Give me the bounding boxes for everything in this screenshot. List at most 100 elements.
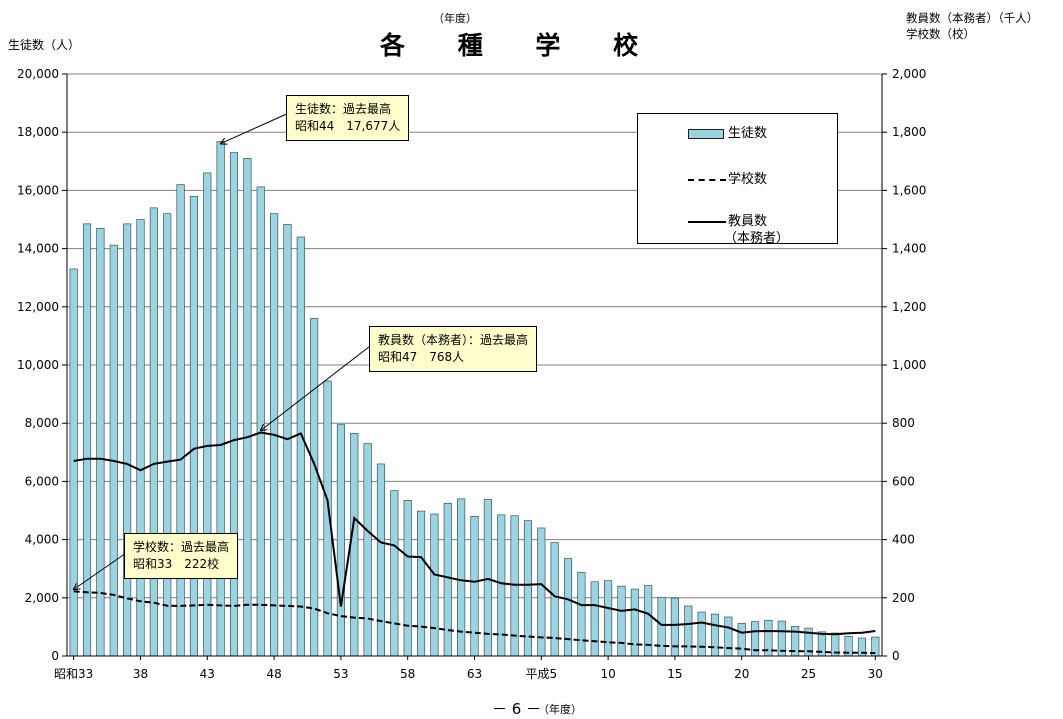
student-bar <box>604 580 613 657</box>
legend-item-schools: 学校数 <box>688 168 767 187</box>
student-bar <box>310 318 319 657</box>
left-tick-label: 4,000 <box>25 533 59 547</box>
x-tick-label: 25 <box>801 667 816 681</box>
legend-item-teachers: 教員数 <box>688 210 767 229</box>
x-tick-label: 平成5 <box>525 667 557 681</box>
leader-teachers <box>261 342 375 431</box>
callout-students-peak: 生徒数：過去最高 昭和44 17,677人 <box>286 95 410 141</box>
student-bar <box>96 227 105 657</box>
left-axis-label: 生徒数（人） <box>8 38 81 52</box>
student-bar <box>256 186 265 657</box>
student-bar <box>563 558 573 657</box>
x-tick-label: 38 <box>133 667 148 681</box>
right-tick-label: 1,800 <box>892 125 926 139</box>
right-tick-label: 1,400 <box>892 242 926 256</box>
student-bar <box>203 172 212 657</box>
legend-item-students: 生徒数 <box>688 122 767 141</box>
callout-teachers-line2: 昭和47 768人 <box>378 350 465 364</box>
callout-teachers-line1: 教員数（本務者）：過去最高 <box>378 333 529 347</box>
right-axis-label-1: 教員数（本務者）（千人） <box>906 11 1039 25</box>
right-tick-label: 600 <box>892 474 915 488</box>
callout-students-line1: 生徒数：過去最高 <box>295 102 392 116</box>
student-bar <box>590 581 599 657</box>
student-bar <box>483 499 492 657</box>
x-tick-label: 58 <box>400 667 415 681</box>
student-bar <box>577 571 586 657</box>
callout-teachers-peak: 教員数（本務者）：過去最高 昭和47 768人 <box>369 326 538 372</box>
chart-title: 各 種 学 校 <box>380 31 661 60</box>
callout-schools-line2: 昭和33 222校 <box>133 557 220 571</box>
legend-label-schools: 学校数 <box>728 172 768 187</box>
x-tick-label: 63 <box>467 667 482 681</box>
student-bar <box>163 213 172 657</box>
right-tick-label: 800 <box>892 416 915 430</box>
legend-swatch-solid <box>688 220 726 223</box>
legend-label-teachers: 教員数 <box>728 214 768 229</box>
callout-schools-line1: 学校数：過去最高 <box>133 540 230 554</box>
x-tick-label: 20 <box>734 667 749 681</box>
right-tick-label: 2,000 <box>892 67 926 81</box>
student-bar <box>430 513 439 657</box>
left-tick-label: 6,000 <box>25 474 59 488</box>
student-bar <box>350 433 359 657</box>
x-tick-label: 昭和33 <box>54 667 93 681</box>
right-tick-label: 1,000 <box>892 358 926 372</box>
legend-swatch-bar <box>688 128 724 139</box>
teacher-count-line <box>73 431 876 636</box>
left-tick-label: 2,000 <box>25 591 59 605</box>
left-tick-label: 16,000 <box>17 183 59 197</box>
callout-leaders <box>74 111 375 589</box>
student-bar <box>390 490 399 657</box>
x-tick-label: 10 <box>600 667 615 681</box>
left-tick-label: 18,000 <box>17 125 59 139</box>
student-bar <box>176 184 185 657</box>
legend-label-students: 生徒数 <box>728 126 768 141</box>
series-lines <box>73 431 876 655</box>
x-tick-label: 48 <box>266 667 281 681</box>
student-bar <box>136 219 145 657</box>
student-bar <box>470 516 479 657</box>
student-bars <box>69 141 880 657</box>
page-number: － 6 － <box>492 700 542 718</box>
right-tick-label: 0 <box>892 649 900 663</box>
left-tick-label: 12,000 <box>17 300 59 314</box>
leader-schools <box>74 550 130 589</box>
left-tick-label: 20,000 <box>17 67 59 81</box>
callout-schools-peak: 学校数：過去最高 昭和33 222校 <box>124 533 239 579</box>
student-bar <box>697 611 706 657</box>
student-bar <box>617 585 626 657</box>
right-tick-label: 1,600 <box>892 183 926 197</box>
right-tick-label: 200 <box>892 591 915 605</box>
student-bar <box>724 616 733 657</box>
student-bar <box>443 502 452 657</box>
left-tick-label: 14,000 <box>17 242 59 256</box>
student-bar <box>123 223 132 657</box>
leader-students <box>221 111 292 144</box>
student-bar <box>376 463 386 657</box>
right-axis-label-2: 学校数（校） <box>906 27 975 41</box>
student-bar <box>710 613 720 657</box>
legend-swatch-dashed <box>688 178 726 181</box>
legend-label-teachers-sub: （本務者） <box>724 231 790 246</box>
right-tick-label: 1,200 <box>892 300 926 314</box>
x-tick-label: 30 <box>868 667 883 681</box>
student-bar <box>296 236 305 657</box>
student-bar <box>229 152 239 657</box>
x-tick-label: 43 <box>200 667 215 681</box>
left-tick-label: 8,000 <box>25 416 59 430</box>
student-bar <box>363 443 372 657</box>
chart-legend: 生徒数 学校数 教員数 （本務者） <box>637 113 838 246</box>
axes: 0 0 2,000 200 4,000 400 6,000 600 8,000 800 10,000… <box>17 67 926 681</box>
student-bar <box>684 605 693 657</box>
student-bar <box>69 268 78 657</box>
student-bar <box>657 596 666 657</box>
student-bar <box>336 424 345 657</box>
left-tick-label: 10,000 <box>17 358 59 372</box>
student-bar <box>403 500 412 657</box>
x-tick-label: 53 <box>333 667 348 681</box>
student-bar <box>149 207 158 657</box>
x-axis-unit: （年度） <box>538 703 582 716</box>
student-bar <box>189 195 198 657</box>
right-tick-label: 400 <box>892 533 915 547</box>
